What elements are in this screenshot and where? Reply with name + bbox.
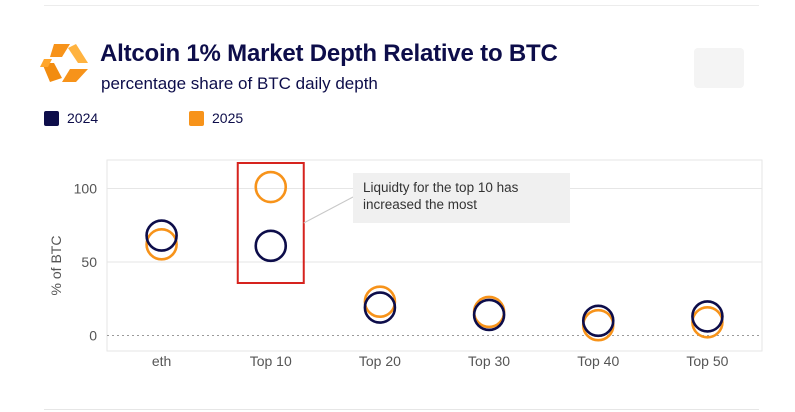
x-tick-label: eth [152,353,171,369]
y-tick-label: 100 [74,181,98,197]
y-tick-label: 50 [81,254,97,270]
kaiko-logo-icon [40,44,88,82]
y-axis-label: % of BTC [48,236,64,296]
top-divider [44,5,759,6]
point-2024-top-40 [581,304,615,338]
point-2024-top-50 [691,300,724,333]
point-2024-top-10 [254,229,288,263]
annotation-callout: Liquidty for the top 10 has increased th… [353,173,570,223]
highlight-box [236,162,305,284]
x-tick-label: Top 40 [577,353,619,369]
point-2025-top-20 [363,285,397,318]
legend-item-2025: 2025 [189,110,243,126]
point-2024-eth [145,219,178,252]
legend-swatch-2025 [189,110,204,126]
legend-item-2024: 2024 [44,110,98,126]
point-2025-eth [145,228,178,261]
plot-frame [106,159,763,352]
legend-swatch-2024 [44,110,59,126]
x-tick-label: Top 50 [686,353,728,369]
point-2024-top-30 [472,298,506,332]
watermark-logo [694,48,744,88]
y-tick-label: 0 [89,328,97,344]
bottom-divider [44,409,759,410]
x-tick-label: Top 30 [468,353,510,369]
annotation-leader [303,196,354,224]
point-2025-top-50 [691,305,724,339]
chart-subtitle: percentage share of BTC daily depth [101,74,378,93]
x-tick-label: Top 10 [250,353,292,369]
x-tick-label: Top 20 [359,353,401,369]
point-2024-top-20 [363,291,397,324]
point-2025-top-30 [472,295,506,329]
legend-label-2025: 2025 [212,110,244,126]
chart-title: Altcoin 1% Market Depth Relative to BTC [100,40,558,67]
legend-label-2024: 2024 [67,110,99,126]
point-2025-top-10 [254,170,288,204]
